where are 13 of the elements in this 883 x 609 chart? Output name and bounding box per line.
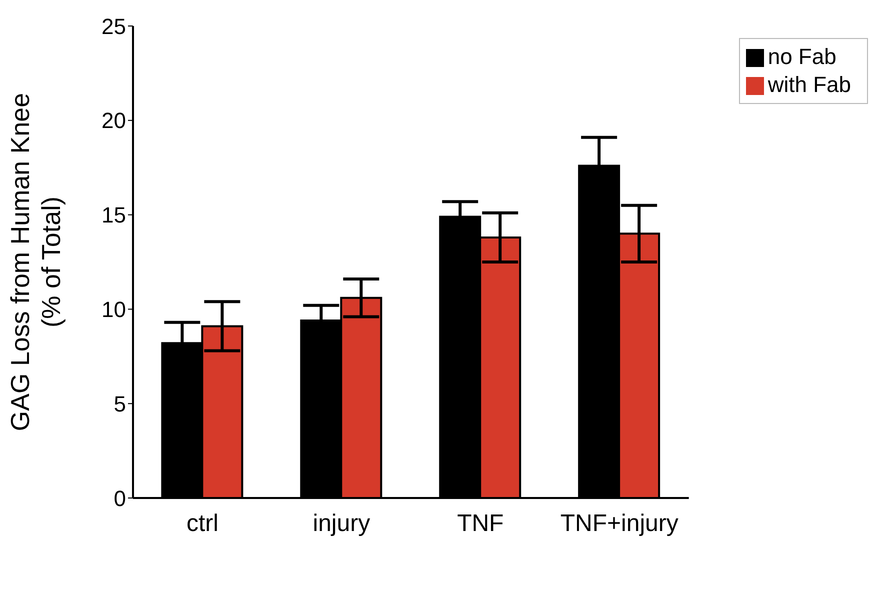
- x-tick-label: TNF: [457, 510, 504, 538]
- x-tick-label: injury: [312, 510, 370, 538]
- y-tick-label: 5: [114, 391, 126, 416]
- y-tick-label: 15: [102, 202, 126, 228]
- y-axis-title: GAG Loss from Human Knee (% of Total): [5, 92, 66, 432]
- legend-label: no Fab: [768, 44, 836, 69]
- y-tick-label: 10: [102, 297, 126, 322]
- y-tick-label: 0: [114, 486, 126, 511]
- legend-label: with Fab: [768, 72, 851, 97]
- y-tick-label: 20: [102, 108, 126, 134]
- x-tick-label: ctrl: [186, 510, 218, 538]
- x-tick-label: TNF+injury: [560, 510, 678, 538]
- y-tick-label: 25: [102, 14, 126, 39]
